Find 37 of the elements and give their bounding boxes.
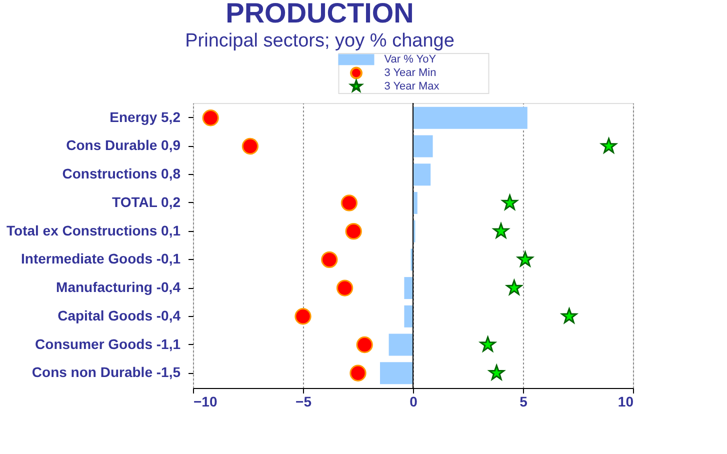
point xyxy=(356,336,373,354)
y-tick-label: Energy 5,2 xyxy=(110,108,181,125)
x-tick-label: 0 xyxy=(410,394,418,410)
chart-subtitle: Principal sectors; yoy % change xyxy=(185,30,454,52)
point xyxy=(350,364,366,382)
y-tick-label: Constructions 0,8 xyxy=(62,166,181,182)
legend-label: 3 Year Max xyxy=(384,80,440,92)
x-tick-label: −10 xyxy=(194,394,218,410)
point xyxy=(517,251,534,267)
point xyxy=(321,251,338,268)
y-tick-label: TOTAL 0,2 xyxy=(112,194,181,210)
legend-label: Var % YoY xyxy=(384,54,437,66)
y-tick-label: Cons non Durable -1,5 xyxy=(32,364,181,380)
point xyxy=(202,110,219,126)
point xyxy=(493,222,509,238)
point xyxy=(506,280,522,295)
x-tick-label: 5 xyxy=(520,394,528,410)
y-tick-label: Capital Goods -0,4 xyxy=(58,307,181,324)
x-tick-label: −5 xyxy=(296,394,312,410)
point xyxy=(480,336,496,352)
point xyxy=(294,308,312,325)
point xyxy=(600,138,617,154)
point xyxy=(502,194,518,210)
y-tick-label: Consumer Goods -1,1 xyxy=(35,336,181,352)
chart-title: PRODUCTION xyxy=(226,0,414,28)
y-tick-label: Manufacturing -0,4 xyxy=(56,279,181,296)
point xyxy=(340,194,358,212)
legend-label: 3 Year Min xyxy=(384,67,436,79)
point xyxy=(345,223,362,240)
point xyxy=(336,280,354,296)
x-tick-label: 10 xyxy=(618,394,634,410)
y-tick-label: Cons Durable 0,9 xyxy=(66,137,181,154)
y-tick-label: Total ex Constructions 0,1 xyxy=(6,222,181,238)
point xyxy=(561,308,578,324)
point xyxy=(242,138,259,155)
point xyxy=(488,364,505,380)
y-tick-label: Intermediate Goods -0,1 xyxy=(21,250,181,267)
